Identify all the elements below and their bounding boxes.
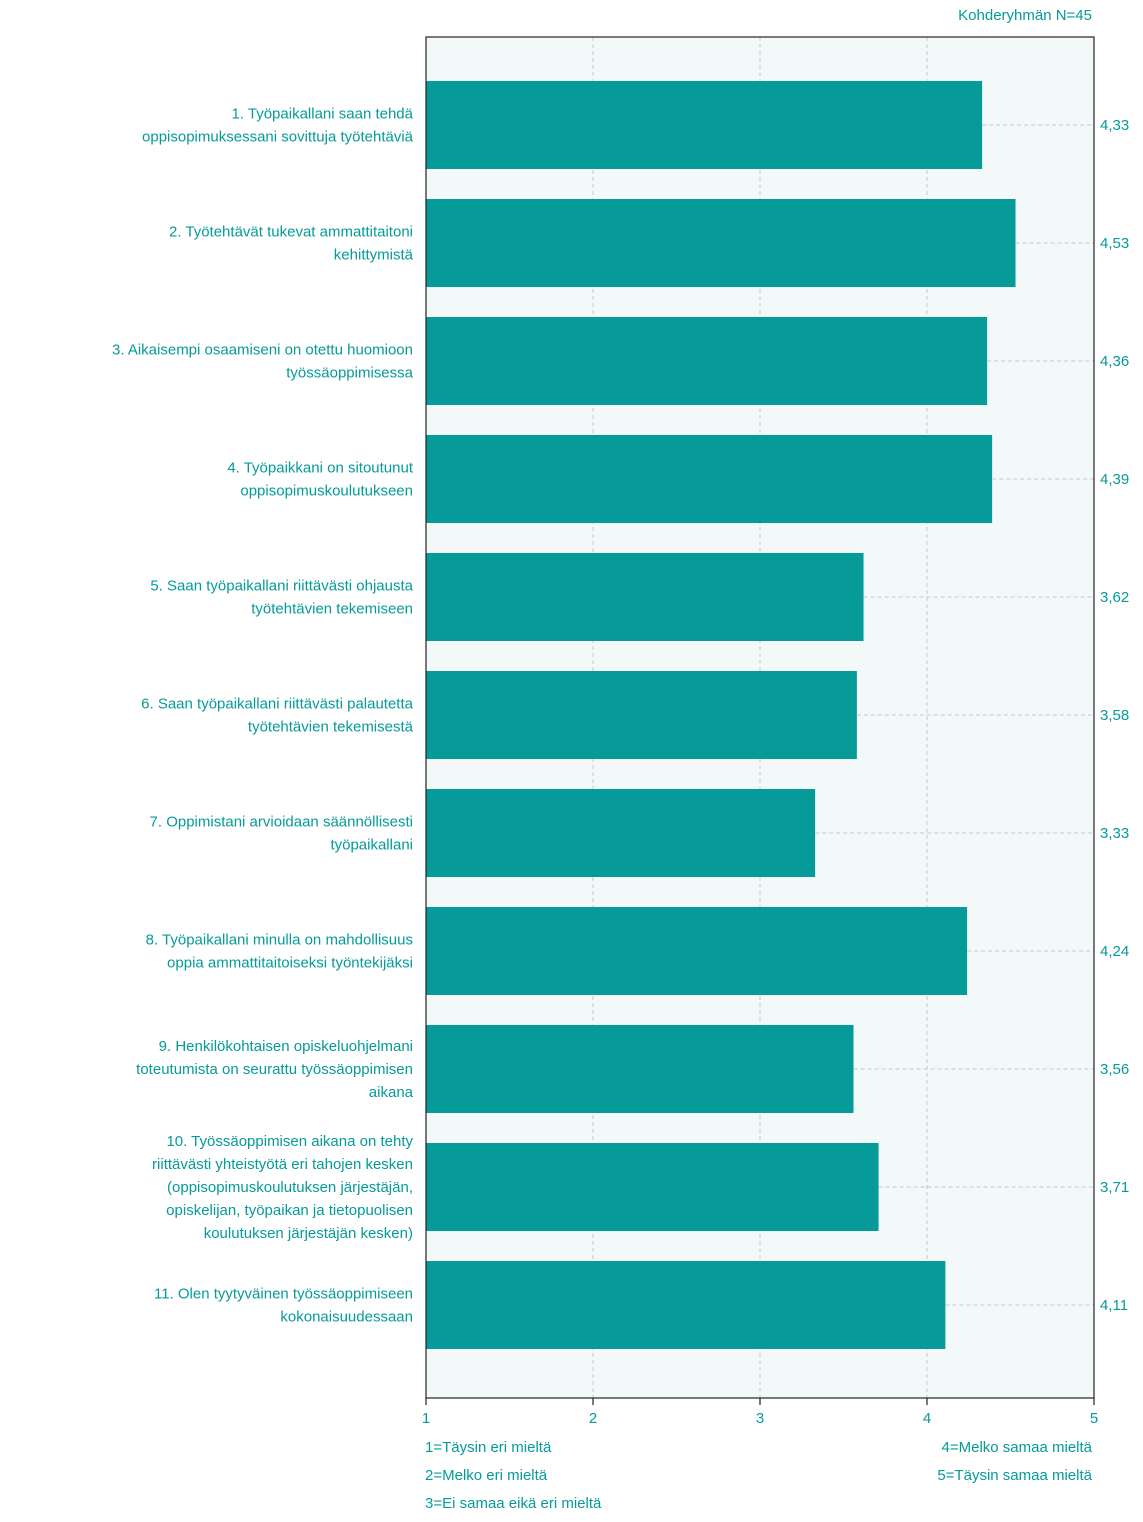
value-label: 4,36: [1100, 353, 1129, 370]
value-label: 3,33: [1100, 825, 1129, 842]
category-label: 9. Henkilökohtaisen opiskeluohjelmani tot…: [136, 1038, 413, 1101]
tick-label: 5: [1090, 1410, 1098, 1427]
value-label: 3,62: [1100, 589, 1129, 606]
value-label: 4,53: [1100, 235, 1129, 252]
category-label: 7. Oppimistani arvioidaan säännöllisesti…: [150, 814, 413, 854]
bar: [426, 81, 983, 169]
value-label: 3,56: [1100, 1061, 1129, 1078]
value-label: 4,33: [1100, 117, 1129, 134]
category-label: 11. Olen tyytyväinen työssäoppimiseen kok…: [154, 1286, 413, 1326]
bar: [426, 553, 864, 641]
tick-label: 1: [422, 1410, 430, 1427]
x-axis-ticks: 1 2 3 4 5: [422, 1398, 1098, 1427]
bar: [426, 435, 993, 523]
bars: [426, 81, 1094, 1349]
value-labels: 4,33 4,53 4,36 4,39 3,62 3,58 3,33 4,24 3,56 3,71…: [1100, 117, 1129, 1314]
group-size-note: Kohderyhmän N=45: [958, 7, 1092, 24]
legend-item: 1=Täysin eri mieltä: [425, 1439, 552, 1456]
tick-label: 4: [923, 1410, 931, 1427]
category-label: 4. Työpaikkani on sitoutunut oppisopimusk…: [227, 460, 414, 500]
bar: [426, 789, 816, 877]
bar: [426, 1261, 946, 1349]
legend-item: 3=Ei samaa eikä eri mieltä: [425, 1495, 602, 1512]
legend-item: 4=Melko samaa mieltä: [941, 1439, 1092, 1456]
legend-item: 2=Melko eri mieltä: [425, 1467, 548, 1484]
bar: [426, 907, 968, 995]
legend-item: 5=Täysin samaa mieltä: [937, 1467, 1092, 1484]
category-label: 2. Työtehtävät tukevat ammattitaitoni keh…: [169, 224, 414, 264]
category-label: 10. Työssäoppimisen aikana on tehty riitt…: [152, 1133, 413, 1242]
bar: [426, 671, 857, 759]
tick-label: 2: [589, 1410, 597, 1427]
category-label: 3. Aikaisempi osaamiseni on otettu huomi…: [112, 342, 414, 382]
value-label: 4,39: [1100, 471, 1129, 488]
category-label: 1. Työpaikallani saan tehdä oppisopimukse…: [142, 106, 414, 146]
value-label: 4,24: [1100, 943, 1129, 960]
category-label: 8. Työpaikallani minulla on mahdollisuus…: [146, 932, 413, 972]
bar: [426, 199, 1016, 287]
value-label: 3,71: [1100, 1179, 1129, 1196]
bar: [426, 1143, 879, 1231]
category-label: 6. Saan työpaikallani riittävästi palaut…: [141, 696, 413, 736]
value-label: 3,58: [1100, 707, 1129, 724]
tick-label: 3: [756, 1410, 764, 1427]
bar: [426, 317, 988, 405]
category-label: 5. Saan työpaikallani riittävästi ohjaus…: [150, 578, 413, 618]
value-label: 4,11: [1100, 1297, 1128, 1314]
category-labels: 1. Työpaikallani saan tehdä oppisopimukse…: [112, 106, 414, 1326]
bar: [426, 1025, 854, 1113]
